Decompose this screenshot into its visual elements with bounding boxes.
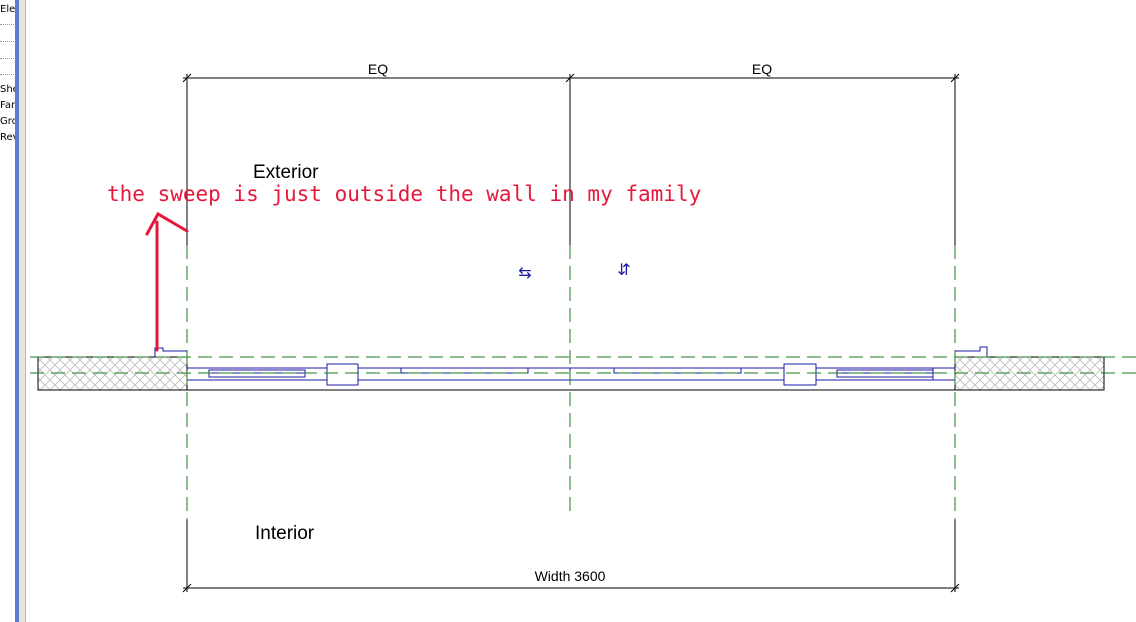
dimension-eq-left[interactable]: EQ — [368, 61, 388, 77]
panel-scrollbar[interactable] — [19, 0, 26, 622]
panel-item[interactable]: She — [0, 84, 15, 95]
annotation-text: the sweep is just outside the wall in my… — [107, 182, 701, 206]
annotation-arrow-icon — [145, 211, 189, 352]
dimension-eq-right[interactable]: EQ — [752, 61, 772, 77]
window-frame[interactable] — [187, 363, 955, 386]
properties-panel: Ele She Fan Gro Rev — [0, 0, 15, 622]
flip-vertical-icon[interactable]: ⇵ — [617, 260, 630, 279]
reference-planes[interactable] — [30, 245, 1136, 520]
sweep-right[interactable] — [954, 346, 988, 357]
panel-splitter[interactable] — [15, 0, 19, 622]
interior-label: Interior — [255, 523, 315, 544]
panel-item[interactable]: Rev — [0, 132, 15, 143]
dimension-width[interactable]: Width 3600 — [535, 568, 606, 584]
flip-horizontal-icon[interactable]: ⇆ — [518, 263, 531, 282]
sweep-left[interactable] — [154, 347, 188, 357]
panel-item[interactable]: Fan — [0, 100, 15, 111]
panel-item[interactable]: Ele — [0, 4, 15, 15]
panel-item[interactable]: Gro — [0, 116, 15, 127]
exterior-label: Exterior — [253, 162, 319, 183]
